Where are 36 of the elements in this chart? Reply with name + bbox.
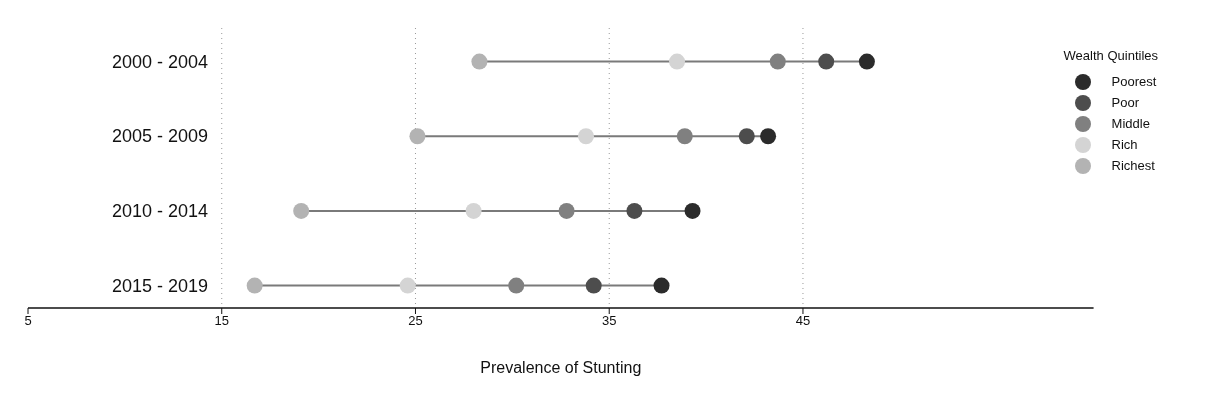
point <box>471 53 488 70</box>
y-tick-label: 2015 - 2019 <box>111 275 208 296</box>
point <box>465 202 482 219</box>
legend-label: Rich <box>1111 137 1138 152</box>
y-tick-label: 2005 - 2009 <box>111 126 208 147</box>
point <box>738 128 755 145</box>
point <box>409 128 426 145</box>
x-tick-label: 45 <box>795 313 811 329</box>
y-tick-label: 2000 - 2004 <box>111 51 208 72</box>
x-axis-title: Prevalence of Stunting <box>480 359 642 376</box>
point <box>508 277 525 294</box>
x-tick-label: 25 <box>408 313 423 329</box>
y-tick-label: 2010 - 2014 <box>111 200 208 221</box>
legend-label: Middle <box>1111 116 1150 131</box>
point <box>676 128 693 145</box>
legend-title: Wealth Quintiles <box>1063 48 1158 63</box>
point <box>577 128 594 145</box>
point <box>585 277 602 294</box>
point <box>558 202 575 219</box>
legend-label: Poor <box>1111 95 1140 110</box>
point <box>653 277 670 294</box>
point <box>760 128 777 145</box>
x-tick-label: 35 <box>601 313 617 329</box>
point <box>858 53 875 70</box>
legend-label: Richest <box>1111 158 1155 173</box>
point <box>399 277 416 294</box>
point <box>246 277 263 294</box>
point <box>293 202 310 219</box>
point <box>769 53 786 70</box>
point <box>684 202 701 219</box>
x-tick-label: 15 <box>214 313 229 329</box>
point <box>626 202 643 219</box>
legend-label: Poorest <box>1111 74 1157 89</box>
point <box>818 53 835 70</box>
x-tick-label: 5 <box>24 313 32 329</box>
point <box>669 53 686 70</box>
